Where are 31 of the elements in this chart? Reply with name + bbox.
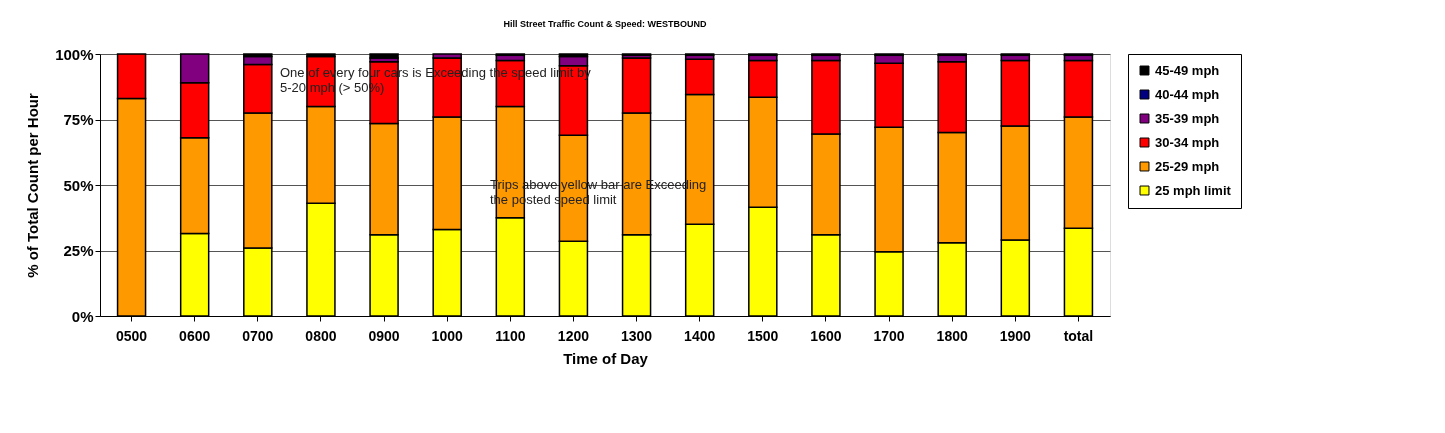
x-tick-label: 0500 xyxy=(115,327,148,344)
legend-label: 30-34 mph xyxy=(1155,134,1220,150)
legend-label: 25 mph limit xyxy=(1155,182,1232,198)
legend-label: 35-39 mph xyxy=(1155,110,1220,126)
x-tick-label: 1500 xyxy=(747,327,779,344)
x-tick-label: 0600 xyxy=(179,327,211,344)
x-tick-label: 0700 xyxy=(242,327,274,344)
x-tick-label: 1600 xyxy=(810,327,842,344)
x-tick-label: 1900 xyxy=(999,327,1032,344)
legend-label: 45-49 mph xyxy=(1155,62,1220,78)
legend-label: 25-29 mph xyxy=(1155,158,1220,174)
legend-label: 40-44 mph xyxy=(1155,86,1220,102)
y-tick-label: 50% xyxy=(63,176,94,194)
x-tick-label: total xyxy=(1063,327,1094,344)
x-tick-label: 0800 xyxy=(305,327,337,344)
x-tick-label: 1200 xyxy=(557,327,590,344)
x-tick-label: 1000 xyxy=(431,327,463,344)
y-tick-label: 0% xyxy=(71,307,94,325)
x-axis-title: Time of Day xyxy=(563,349,649,367)
y-tick-label: 25% xyxy=(63,242,94,259)
y-tick-label: 75% xyxy=(63,111,94,128)
y-axis-title: % of Total Count per Hour xyxy=(24,92,42,278)
x-tick-label: 1800 xyxy=(936,327,968,344)
y-tick-label: 100% xyxy=(55,45,94,63)
x-tick-label: 1100 xyxy=(495,327,526,344)
x-tick-label: 1700 xyxy=(873,327,905,344)
x-tick-label: 1400 xyxy=(684,327,716,344)
x-tick-label: 0900 xyxy=(368,327,400,344)
x-tick-label: 1300 xyxy=(620,327,653,344)
bar xyxy=(369,53,399,59)
chart-title: Hill Street Traffic Count & Speed: WESTBOUND xyxy=(503,19,708,29)
